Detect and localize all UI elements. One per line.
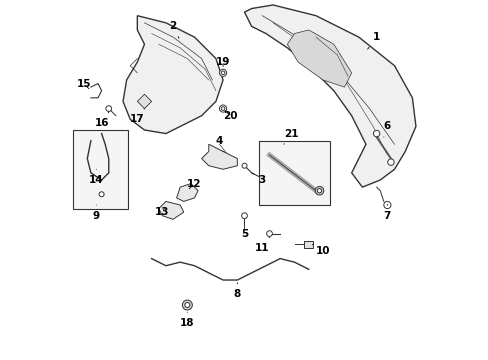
Circle shape <box>242 163 246 168</box>
Text: 15: 15 <box>76 78 91 89</box>
Text: 3: 3 <box>251 173 265 185</box>
Circle shape <box>373 130 379 137</box>
Text: 13: 13 <box>155 207 169 217</box>
Text: 16: 16 <box>94 112 109 128</box>
Circle shape <box>387 159 393 165</box>
Polygon shape <box>159 202 183 219</box>
Text: 20: 20 <box>223 111 237 121</box>
Circle shape <box>219 69 226 76</box>
Polygon shape <box>201 144 237 169</box>
Text: 7: 7 <box>383 204 390 221</box>
Circle shape <box>221 107 224 111</box>
Text: 8: 8 <box>233 283 241 299</box>
Polygon shape <box>244 5 415 187</box>
Circle shape <box>315 186 323 195</box>
Text: 19: 19 <box>215 57 230 67</box>
Circle shape <box>317 189 321 193</box>
Circle shape <box>182 300 192 310</box>
Text: 14: 14 <box>89 169 103 185</box>
Bar <box>73 130 128 208</box>
Text: 21: 21 <box>283 129 298 144</box>
Circle shape <box>266 231 272 237</box>
Text: 4: 4 <box>215 136 223 152</box>
Text: 5: 5 <box>241 223 247 239</box>
Text: 6: 6 <box>383 121 390 137</box>
Polygon shape <box>176 184 198 202</box>
Bar <box>258 141 329 205</box>
Polygon shape <box>287 30 351 87</box>
Circle shape <box>184 302 189 307</box>
Circle shape <box>219 105 226 112</box>
Text: 1: 1 <box>367 32 380 49</box>
Text: 18: 18 <box>180 312 194 328</box>
Polygon shape <box>137 94 151 109</box>
Text: 12: 12 <box>187 179 202 189</box>
Text: 2: 2 <box>169 21 179 38</box>
Polygon shape <box>123 16 223 134</box>
Circle shape <box>221 71 224 75</box>
Circle shape <box>241 213 247 219</box>
Text: 17: 17 <box>130 109 144 124</box>
Bar <box>304 241 313 248</box>
Text: 11: 11 <box>255 237 269 253</box>
Text: 9: 9 <box>93 205 100 221</box>
Circle shape <box>99 192 104 197</box>
Circle shape <box>383 202 390 208</box>
Text: 10: 10 <box>312 244 330 256</box>
Circle shape <box>106 106 111 111</box>
